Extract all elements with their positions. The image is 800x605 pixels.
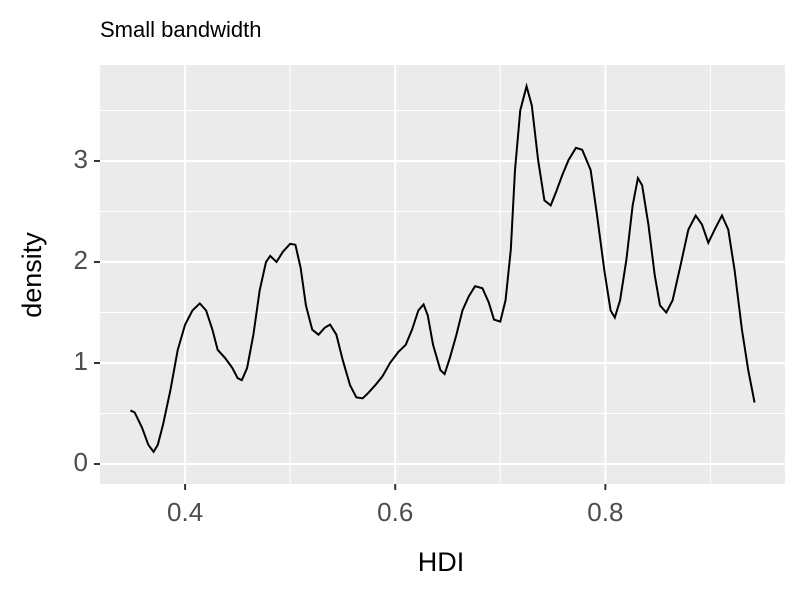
y-axis-title: density (17, 232, 47, 318)
x-tick-label: 0.6 (377, 497, 413, 527)
chart-title: Small bandwidth (100, 17, 261, 42)
y-tick-label: 0 (74, 447, 88, 477)
y-tick-label: 3 (74, 144, 88, 174)
x-axis-title: HDI (418, 547, 465, 577)
x-tick-label: 0.8 (587, 497, 623, 527)
density-line (130, 82, 756, 454)
x-tick-label: 0.4 (167, 497, 203, 527)
y-tick-label: 1 (74, 346, 88, 376)
y-tick-label: 2 (74, 245, 88, 275)
panel (100, 65, 785, 484)
